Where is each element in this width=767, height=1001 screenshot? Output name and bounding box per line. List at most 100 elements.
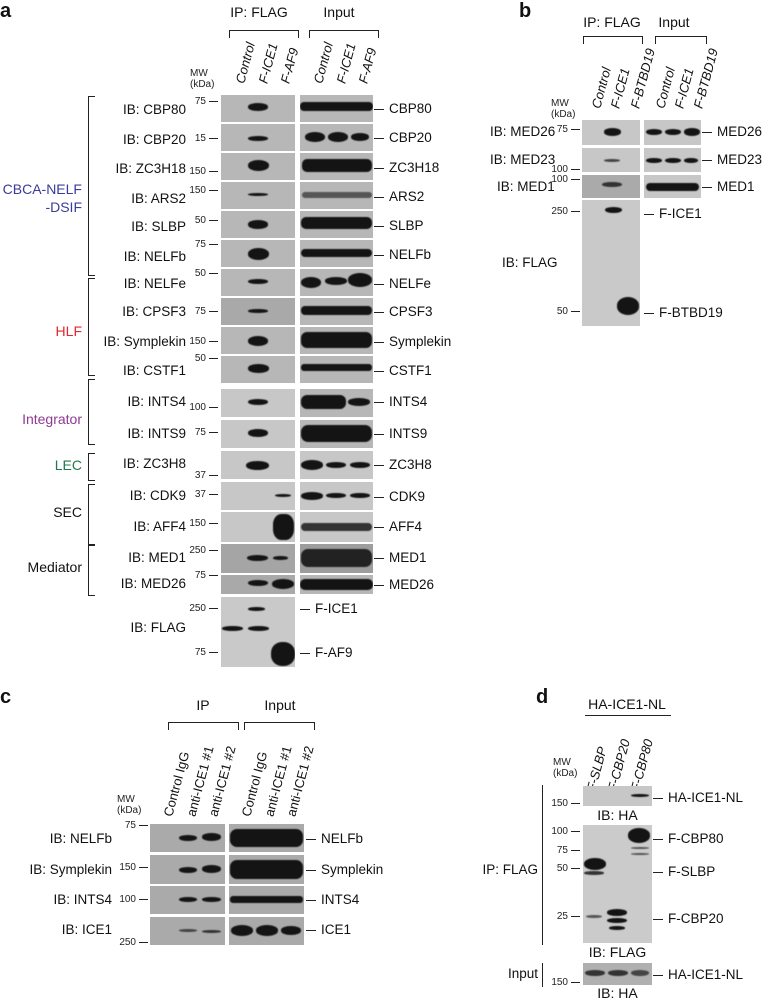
blot-ip	[221, 482, 295, 510]
protein-label: CBP20	[374, 130, 432, 145]
mw-tick: 75	[180, 647, 218, 658]
ib-label: IB: CBP80	[122, 102, 186, 117]
ib-label: IB: FLAG	[130, 620, 186, 635]
mw-tick: 150	[110, 862, 148, 873]
lane-label: Control	[232, 40, 258, 85]
blot-flag	[221, 597, 295, 667]
blot-input	[300, 356, 373, 383]
ib-label: IB: SLBP	[131, 219, 186, 234]
ib-label: IB: MED23	[490, 152, 556, 167]
protein-label: SLBP	[374, 218, 424, 233]
protein-label: NELFb	[306, 831, 363, 846]
ib-label: IB: INTS4	[53, 892, 112, 907]
protein-label: F-SLBP	[653, 864, 715, 879]
panel-c-input-header: Input	[264, 697, 296, 713]
ib-label: IB: FLAG	[588, 944, 647, 960]
ib-label: IB: CPSF3	[122, 304, 186, 319]
mw-tick: 75	[110, 820, 148, 831]
blot-input	[300, 420, 373, 448]
group-cbca-nelf-dsif: CBCA-NELF -DSIF	[2, 181, 82, 215]
protein-label: ARS2	[374, 189, 424, 204]
blot-input	[583, 963, 652, 985]
ib-label: IB: Symplekin	[103, 334, 186, 349]
protein-label: CPSF3	[374, 304, 433, 319]
protein-label: ZC3H8	[374, 457, 432, 472]
mw-tick: 150	[546, 977, 580, 988]
protein-label: F-AF9	[300, 645, 353, 660]
mw-tick: 250	[180, 545, 218, 556]
panel-d-letter: d	[536, 686, 549, 708]
mw-tick: 75	[546, 124, 580, 135]
protein-label: CBP80	[374, 101, 432, 116]
protein-label: MED26	[374, 577, 434, 592]
blot-ip	[221, 124, 295, 151]
lane-label: F-AF9	[355, 46, 380, 85]
protein-label: Symplekin	[374, 334, 451, 349]
group-bracket	[88, 379, 95, 445]
protein-label: F-CBP80	[653, 831, 724, 846]
mw-tick: 250	[110, 937, 148, 948]
blot-input	[229, 886, 304, 914]
blot-input	[300, 182, 373, 209]
panel-c-ip-bracket	[168, 722, 239, 730]
protein-label: HA-ICE1-NL	[653, 790, 743, 805]
panel-b-input-bracket	[655, 36, 707, 44]
panel-a-letter: a	[0, 0, 12, 22]
ib-label: IB: HA	[597, 807, 638, 823]
mw-tick: 75	[546, 845, 580, 856]
protein-label: INTS4	[374, 394, 427, 409]
blot-input	[300, 327, 373, 354]
ib-label: IB: CDK9	[129, 488, 186, 503]
ib-label: IB: AFF4	[133, 519, 186, 534]
panel-b-ip-header: IP: FLAG	[583, 14, 641, 30]
ib-label: IB: ICE1	[61, 922, 112, 937]
panel-a-input-header: Input	[323, 4, 355, 20]
blot-input	[300, 211, 373, 238]
input-bracket-line	[542, 963, 544, 987]
blot-input	[300, 269, 373, 296]
group-hlf: HLF	[55, 323, 82, 339]
group-bracket	[88, 453, 95, 481]
blot-input	[229, 855, 304, 884]
panel-b-input-header: Input	[658, 14, 690, 30]
blot-input	[644, 175, 701, 198]
protein-label: ZC3H18	[374, 160, 439, 175]
mw-tick: 75	[180, 570, 218, 581]
group-bracket	[88, 544, 95, 596]
lane-label: F-CBP80	[627, 737, 656, 793]
blot-flag	[583, 825, 652, 943]
protein-label: MED23	[702, 152, 762, 167]
mw-tick: 150	[180, 336, 218, 347]
protein-label: CSTF1	[374, 363, 432, 378]
protein-label: Symplekin	[306, 862, 383, 877]
blot-ip	[582, 148, 640, 172]
group-integrator: Integrator	[22, 411, 82, 427]
ib-label: IB: ZC3H8	[122, 456, 186, 471]
protein-label: HA-ICE1-NL	[653, 967, 743, 982]
ib-label: IB: Symplekin	[29, 862, 112, 877]
blot-input	[300, 451, 373, 479]
ib-label: IB: MED1	[128, 550, 186, 565]
panel-c-letter: c	[0, 686, 12, 708]
protein-label: F-ICE1	[300, 601, 358, 616]
lane-label: Control	[310, 40, 336, 85]
mw-tick: 100	[546, 174, 580, 185]
group-sec: SEC	[53, 504, 82, 520]
protein-label: INTS9	[374, 426, 427, 441]
blot-input	[644, 120, 701, 145]
ip-label: IP: FLAG	[482, 862, 538, 877]
blot-input	[300, 124, 373, 151]
blot-ip	[150, 824, 225, 852]
lane-label: F-BTBD19	[690, 46, 721, 110]
lane-label: F-AF9	[277, 46, 302, 85]
panel-b-ip-bracket	[583, 36, 643, 44]
protein-label: F-BTBD19	[644, 305, 723, 320]
blot-ip	[221, 95, 295, 122]
mw-tick: 100	[546, 826, 580, 837]
ib-label: IB: NELFe	[123, 276, 186, 291]
mw-tick: 15	[180, 133, 218, 144]
ib-label: IB: FLAG	[502, 255, 558, 270]
mw-tick: 75	[180, 306, 218, 317]
blot-ip	[221, 575, 295, 594]
ib-label: IB: ARS2	[131, 191, 186, 206]
